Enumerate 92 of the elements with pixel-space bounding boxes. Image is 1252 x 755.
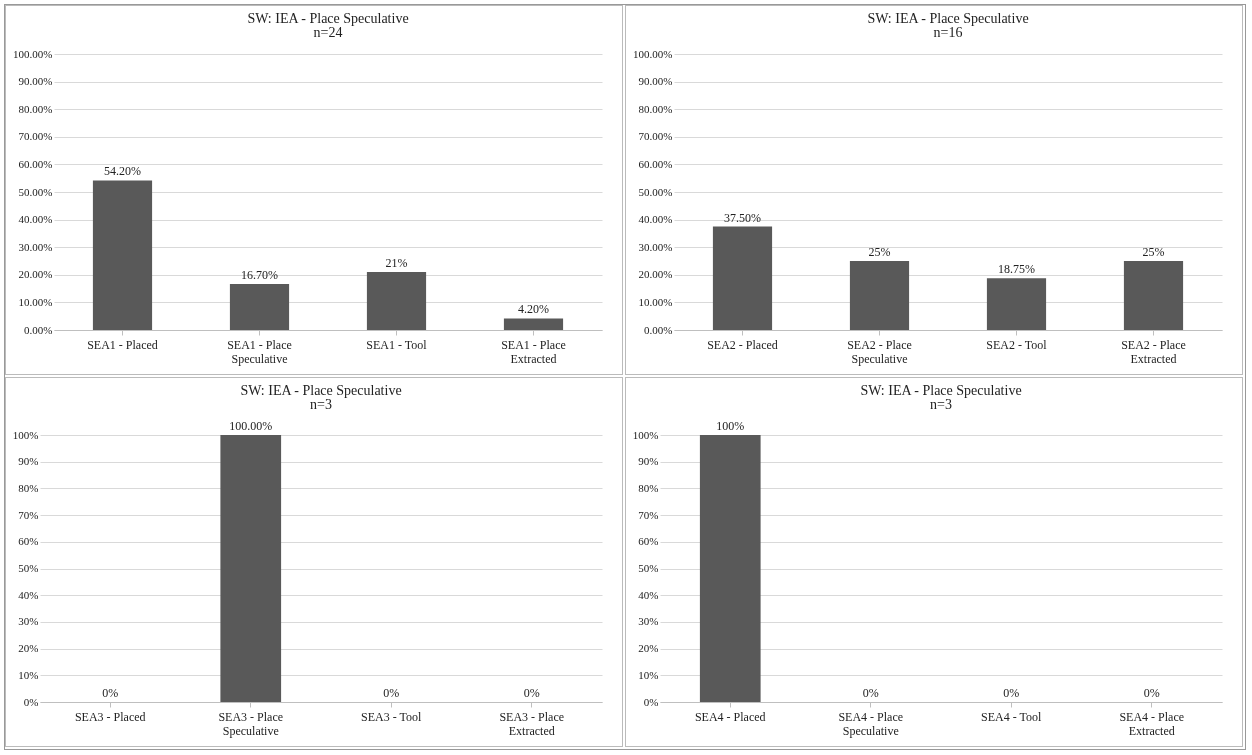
x-tick-label: SEA4 - Place Extracted [1119, 709, 1185, 738]
y-tick-label: 30.00% [638, 240, 673, 253]
chart-subtitle: n=16 [933, 25, 963, 40]
y-tick-label: 100% [12, 428, 39, 441]
chart-title: SW: IEA - Place Speculative [240, 383, 402, 398]
y-tick-label: 80% [638, 481, 659, 494]
bar [229, 283, 290, 330]
data-label: 0% [383, 686, 400, 700]
y-tick-label: 0.00% [644, 323, 673, 336]
bar [92, 180, 153, 330]
chart-title: SW: IEA - Place Speculative [247, 11, 409, 26]
x-tick-label: SEA1 - Tool [366, 337, 428, 352]
y-tick-label: 90.00% [18, 75, 53, 88]
data-label: 0% [862, 686, 879, 700]
bar [986, 278, 1047, 330]
y-tick-label: 20.00% [18, 268, 53, 281]
y-tick-label: 30% [638, 615, 659, 628]
x-tick-label: SEA3 - Place Extracted [499, 709, 565, 738]
y-tick-label: 50% [18, 562, 39, 574]
bar [849, 261, 910, 330]
y-tick-label: 10% [638, 668, 659, 681]
data-label: 0% [1003, 686, 1020, 700]
y-tick-label: 20.00% [638, 268, 673, 281]
data-label: 0% [523, 686, 540, 700]
y-tick-label: 70% [18, 508, 39, 521]
data-label: 0% [102, 686, 119, 700]
bar [366, 272, 427, 330]
y-tick-label: 0% [643, 695, 659, 708]
x-tick-label: SEA4 - Tool [981, 709, 1043, 724]
y-tick-label: 10% [18, 668, 39, 681]
data-label: 25% [868, 245, 891, 259]
data-label: 25% [1142, 245, 1165, 259]
x-tick-label: SEA3 - Place Speculative [218, 709, 284, 738]
y-tick-label: 80% [18, 481, 39, 494]
y-tick-label: 100.00% [633, 47, 673, 60]
y-tick-label: 10.00% [18, 295, 53, 308]
x-tick-label: SEA2 - Place Speculative [847, 337, 912, 366]
y-tick-label: 30.00% [18, 240, 53, 253]
data-label: 100% [716, 419, 745, 433]
y-tick-label: 40% [638, 588, 659, 601]
bar [1123, 261, 1184, 330]
y-tick-label: 60% [18, 535, 39, 548]
y-tick-label: 100.00% [13, 47, 53, 60]
data-label: 16.70% [241, 267, 278, 282]
x-tick-label: SEA4 - Placed [694, 709, 766, 724]
data-label: 0% [1143, 686, 1160, 700]
x-tick-label: SEA1 - Place Extracted [501, 337, 566, 366]
y-tick-label: 20% [18, 642, 39, 655]
y-tick-label: 60.00% [18, 157, 53, 170]
chart-title: SW: IEA - Place Speculative [867, 11, 1029, 26]
x-tick-label: SEA3 - Placed [74, 709, 146, 724]
bar [712, 226, 773, 330]
y-tick-label: 100% [632, 428, 659, 441]
y-tick-label: 30% [18, 615, 39, 628]
chart-subtitle: n=24 [313, 25, 343, 40]
y-tick-label: 70% [638, 508, 659, 521]
y-tick-label: 10.00% [638, 295, 673, 308]
y-tick-label: 20% [638, 642, 659, 655]
y-tick-label: 50.00% [18, 185, 53, 198]
y-tick-label: 90% [18, 455, 39, 468]
y-tick-label: 90% [638, 455, 659, 468]
y-tick-label: 60.00% [638, 157, 673, 170]
data-label: 37.50% [724, 210, 761, 225]
y-tick-label: 70.00% [638, 130, 673, 143]
x-tick-label: SEA2 - Placed [707, 337, 778, 352]
y-tick-label: 40% [18, 588, 39, 601]
y-tick-label: 50.00% [638, 185, 673, 198]
data-label: 54.20% [104, 164, 141, 179]
x-tick-label: SEA4 - Place Speculative [838, 709, 904, 738]
chart-title: SW: IEA - Place Speculative [860, 383, 1022, 398]
x-tick-label: SEA1 - Place Speculative [227, 337, 292, 366]
y-tick-label: 0.00% [24, 323, 53, 336]
y-tick-label: 80.00% [18, 102, 53, 115]
y-tick-label: 40.00% [18, 213, 53, 226]
y-tick-label: 40.00% [638, 213, 673, 226]
chart-subtitle: n=3 [310, 397, 332, 412]
data-label: 100.00% [229, 419, 273, 433]
chart-subtitle: n=3 [930, 397, 952, 412]
x-tick-label: SEA2 - Place Extracted [1121, 337, 1186, 366]
y-tick-label: 60% [638, 535, 659, 548]
y-tick-label: 70.00% [18, 130, 53, 143]
data-label: 18.75% [998, 262, 1035, 277]
y-tick-label: 50% [638, 562, 659, 574]
x-tick-label: SEA3 - Tool [361, 709, 423, 724]
bar [503, 318, 564, 330]
data-label: 21% [385, 256, 408, 271]
y-tick-label: 80.00% [638, 102, 673, 115]
data-label: 4.20% [518, 302, 549, 317]
y-tick-label: 0% [23, 695, 39, 708]
x-tick-label: SEA1 - Placed [87, 337, 158, 352]
x-tick-label: SEA2 - Tool [986, 337, 1048, 352]
y-tick-label: 90.00% [638, 75, 673, 88]
